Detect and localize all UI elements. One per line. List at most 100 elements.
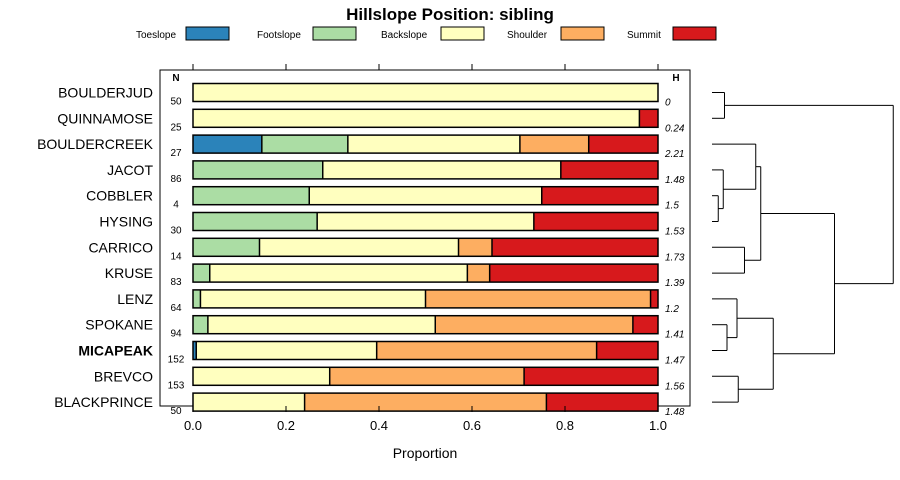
bar-quinnamose-backslope <box>193 109 640 128</box>
legend-swatch-footslope <box>312 26 357 41</box>
bar-spokane-backslope <box>207 315 436 334</box>
bar-outline-boulderjud <box>192 82 659 103</box>
h-value-brevco: 1.56 <box>665 381 685 392</box>
legend: Toeslope Footslope Backslope Shoulder Summit <box>136 26 717 41</box>
bar-hysing-footslope <box>193 212 318 231</box>
bar-bouldercreek-shoulder <box>519 135 589 154</box>
bar-cobbler-backslope <box>309 186 542 205</box>
h-column-header: H <box>672 73 679 84</box>
bar-outline-brevco <box>192 366 659 387</box>
row-label-carrico: CARRICO <box>88 239 153 255</box>
row-carrico: CARRICO 14 1.73 <box>88 237 685 263</box>
row-label-jacot: JACOT <box>107 162 153 178</box>
row-kruse: KRUSE 83 1.39 <box>105 263 685 289</box>
bar-outline-cobbler <box>192 185 659 206</box>
bar-outline-quinnamose <box>192 108 659 129</box>
bar-hysing-backslope <box>317 212 534 231</box>
bar-brevco-backslope <box>193 367 330 386</box>
bar-spokane-footslope <box>193 315 208 334</box>
bar-brevco-summit <box>524 367 658 386</box>
h-value-micapeak: 1.47 <box>665 356 685 367</box>
h-value-hysing: 1.53 <box>665 227 685 238</box>
n-value-kruse: 83 <box>170 277 182 288</box>
row-label-kruse: KRUSE <box>105 265 153 281</box>
n-value-bouldercreek: 27 <box>170 148 182 159</box>
bar-outline-micapeak <box>192 340 659 361</box>
h-value-lenz: 1.2 <box>665 304 679 315</box>
n-value-quinnamose: 25 <box>170 122 182 133</box>
bar-outline-jacot <box>192 160 659 180</box>
bar-bouldercreek-footslope <box>261 135 348 154</box>
legend-label-toeslope: Toeslope <box>136 30 176 41</box>
bar-blackprince-summit <box>546 393 658 412</box>
h-value-blackprince: 1.48 <box>665 407 685 418</box>
legend-swatch-shoulder <box>560 26 605 41</box>
dendrogram <box>712 92 894 403</box>
row-label-lenz: LENZ <box>117 291 153 307</box>
legend-swatch-toeslope <box>185 26 230 41</box>
n-column-header: N <box>172 73 179 84</box>
bar-micapeak-summit <box>596 341 658 360</box>
bar-blackprince-backslope <box>193 393 305 412</box>
row-jacot: JACOT 86 1.48 <box>107 160 685 186</box>
x-tick-label-0-8: 0.8 <box>556 418 574 433</box>
bar-outline-bouldercreek <box>192 134 659 154</box>
row-label-spokane: SPOKANE <box>85 317 153 333</box>
bar-kruse-footslope <box>193 264 210 283</box>
bar-kruse-summit <box>489 264 658 283</box>
n-value-cobbler: 4 <box>173 200 179 211</box>
legend-label-backslope: Backslope <box>381 30 428 41</box>
bar-lenz-footslope <box>193 289 201 308</box>
h-value-carrico: 1.73 <box>665 252 685 263</box>
bar-carrico-summit <box>491 238 658 257</box>
bar-outline-carrico <box>192 237 659 258</box>
h-value-bouldercreek: 2.21 <box>664 149 684 160</box>
top-axis <box>192 64 659 70</box>
bar-micapeak-shoulder <box>376 341 597 360</box>
row-label-cobbler: COBBLER <box>86 188 153 204</box>
row-label-blackprince: BLACKPRINCE <box>54 394 153 410</box>
n-value-blackprince: 50 <box>170 406 182 417</box>
bar-outline-spokane <box>192 314 659 335</box>
bar-outline-lenz <box>192 289 659 309</box>
h-value-quinnamose: 0.24 <box>665 123 685 134</box>
row-label-hysing: HYSING <box>99 214 153 230</box>
n-value-brevco: 153 <box>168 380 185 391</box>
legend-swatch-backslope <box>440 26 485 41</box>
bar-boulderjud-backslope <box>193 83 658 102</box>
x-tick-label-0-2: 0.2 <box>277 418 295 433</box>
row-bouldercreek: BOULDERCREEK 27 2.21 <box>37 134 684 160</box>
h-value-cobbler: 1.5 <box>665 201 679 212</box>
n-value-micapeak: 152 <box>168 355 185 366</box>
bar-spokane-summit <box>632 315 658 334</box>
row-cobbler: COBBLER 4 1.5 <box>86 185 679 212</box>
row-boulderjud: BOULDERJUD 50 0 <box>58 82 671 109</box>
bar-bouldercreek-summit <box>588 135 658 154</box>
bar-carrico-footslope <box>193 238 260 257</box>
bar-outline-blackprince <box>192 392 659 412</box>
n-value-spokane: 94 <box>170 329 182 340</box>
row-quinnamose: QUINNAMOSE 25 0.24 <box>57 108 685 134</box>
bar-kruse-shoulder <box>467 264 490 283</box>
bar-lenz-backslope <box>200 289 426 308</box>
bar-hysing-summit <box>533 212 658 231</box>
x-tick-label-0-0: 0.0 <box>184 418 202 433</box>
bar-micapeak-backslope <box>196 341 377 360</box>
x-tick-label-0-4: 0.4 <box>370 418 388 433</box>
h-value-kruse: 1.39 <box>665 278 685 289</box>
bar-jacot-footslope <box>193 160 323 179</box>
h-value-boulderjud: 0 <box>665 98 671 109</box>
bar-brevco-shoulder <box>329 367 525 386</box>
bar-lenz-shoulder <box>425 289 651 308</box>
row-label-boulderjud: BOULDERJUD <box>58 85 153 101</box>
legend-label-footslope: Footslope <box>257 30 301 41</box>
bar-kruse-backslope <box>209 264 468 283</box>
bar-bouldercreek-toeslope <box>193 135 262 154</box>
n-value-boulderjud: 50 <box>170 97 182 108</box>
row-brevco: BREVCO 153 1.56 <box>94 366 685 392</box>
bar-jacot-backslope <box>322 160 561 179</box>
row-label-quinnamose: QUINNAMOSE <box>57 110 153 126</box>
bar-jacot-summit <box>560 160 658 179</box>
bar-blackprince-shoulder <box>304 393 547 412</box>
